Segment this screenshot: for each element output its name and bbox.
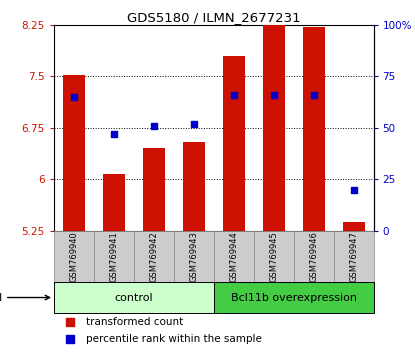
Point: [66, 337, 73, 342]
Point: [110, 131, 117, 137]
Bar: [54, 282, 214, 313]
Point: [230, 92, 237, 98]
Text: Bcl11b overexpression: Bcl11b overexpression: [231, 292, 356, 303]
Point: [310, 92, 317, 98]
Bar: [223, 56, 245, 231]
Bar: [94, 231, 134, 282]
Text: GSM769943: GSM769943: [189, 231, 198, 282]
Bar: [214, 282, 374, 313]
Point: [66, 319, 73, 325]
Point: [270, 92, 277, 98]
Point: [190, 121, 197, 127]
Text: GSM769946: GSM769946: [309, 231, 318, 282]
Bar: [183, 142, 205, 231]
Text: protocol: protocol: [0, 292, 50, 303]
Title: GDS5180 / ILMN_2677231: GDS5180 / ILMN_2677231: [127, 11, 300, 24]
Bar: [54, 231, 94, 282]
Text: GSM769944: GSM769944: [229, 232, 238, 282]
Bar: [214, 231, 254, 282]
Text: percentile rank within the sample: percentile rank within the sample: [86, 335, 262, 344]
Text: GSM769940: GSM769940: [69, 232, 78, 282]
Bar: [342, 222, 364, 231]
Text: GSM769945: GSM769945: [269, 232, 278, 282]
Text: transformed count: transformed count: [86, 317, 183, 327]
Point: [71, 94, 77, 100]
Text: GSM769942: GSM769942: [149, 232, 158, 282]
Bar: [134, 231, 174, 282]
Bar: [254, 231, 294, 282]
Bar: [334, 231, 374, 282]
Bar: [143, 148, 165, 231]
Point: [151, 123, 157, 129]
Bar: [174, 231, 214, 282]
Bar: [103, 174, 125, 231]
Bar: [303, 27, 325, 231]
Bar: [294, 231, 334, 282]
Point: [350, 187, 357, 193]
Text: GSM769947: GSM769947: [349, 231, 358, 282]
Bar: [263, 7, 285, 231]
Bar: [63, 75, 85, 231]
Text: control: control: [115, 292, 153, 303]
Text: GSM769941: GSM769941: [110, 232, 118, 282]
